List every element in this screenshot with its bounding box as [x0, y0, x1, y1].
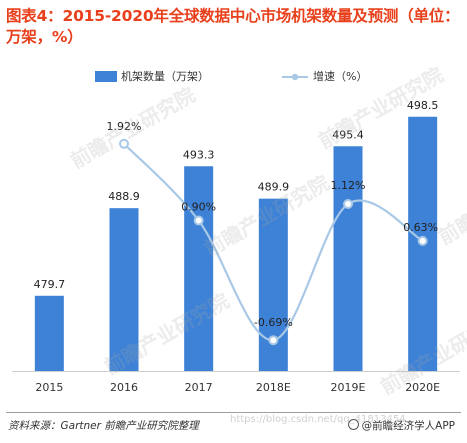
growth-point-2020E: [417, 235, 428, 246]
growth-label-2016: 1.92%: [107, 120, 142, 133]
x-tick-2017: 2017: [185, 381, 213, 394]
x-tick-2016: 2016: [110, 381, 138, 394]
x-tick-2020E: 2020E: [405, 381, 440, 394]
bar-value-label-2018E: 489.9: [258, 181, 290, 194]
bar-series: 479.7 488.9 493.3 489.9 495.4 498.5: [34, 99, 439, 371]
bar-value-label-2016: 488.9: [108, 190, 140, 203]
bar-value-label-2017: 493.3: [183, 148, 215, 161]
legend-label-bars: 机架数量（万架）: [121, 69, 209, 83]
growth-point-2016: [119, 138, 129, 149]
bar-value-label-2015: 479.7: [34, 278, 66, 291]
bar-2016: [109, 208, 139, 371]
bar-2015: [34, 295, 64, 371]
bar-2019E: [333, 146, 363, 371]
legend-swatch-marker: [291, 73, 299, 81]
x-tick-2015: 2015: [35, 381, 63, 394]
growth-point-2017: [193, 215, 204, 226]
app-logo-icon: [347, 419, 359, 430]
growth-line-series: 1.92% 0.90% -0.69% 1.12% 0.63%: [107, 120, 438, 346]
growth-label-2018E: -0.69%: [254, 316, 293, 329]
source-note: 资料来源：Gartner 前瞻产业研究院整理: [8, 420, 199, 432]
x-tick-2019E: 2019E: [331, 381, 366, 394]
growth-point-2019E: [343, 198, 353, 209]
growth-label-2020E: 0.63%: [403, 221, 438, 234]
growth-point-2018E: [268, 335, 279, 346]
legend-swatch-bars: [95, 71, 117, 82]
chart-title: 图表4：2015-2020年全球数据中心市场机架数量及预测（单位：万架，%）: [6, 7, 460, 46]
footer-divider: [6, 412, 461, 413]
app-brand: @前瞻经济学人APP: [347, 418, 455, 433]
legend: 机架数量（万架） 增速（%）: [95, 69, 367, 83]
legend-label-line: 增速（%）: [313, 69, 367, 83]
growth-label-2017: 0.90%: [181, 201, 216, 214]
growth-label-2019E: 1.12%: [331, 179, 366, 192]
app-brand-label: @前瞻经济学人APP: [361, 420, 455, 432]
x-tick-labels: 2015 2016 2017 2018E 2019E 2020E: [35, 381, 440, 394]
bar-value-label-2019E: 495.4: [332, 128, 364, 141]
bar-value-label-2020E: 498.5: [407, 99, 439, 112]
x-tick-2018E: 2018E: [256, 381, 291, 394]
bar-2017: [184, 166, 214, 371]
